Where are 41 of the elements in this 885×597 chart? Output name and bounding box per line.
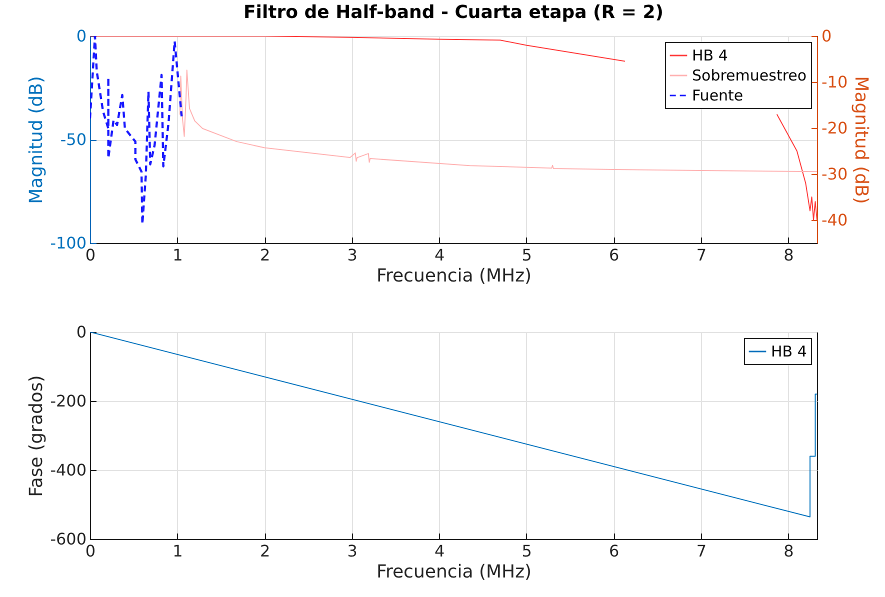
x-tick-label: 3 [347,542,358,560]
y2-tick-label: -40 [822,210,848,230]
x-tick-label: 8 [784,542,794,560]
chart-title: Filtro de Half-band - Cuarta etapa (R = 2) [244,2,664,23]
y2-tick-label: -10 [822,72,848,92]
y-tick-label: -400 [50,460,86,480]
y2-tick-label: 0 [822,26,832,46]
legend-label: HB 4 [771,342,807,360]
y-tick-label: 0 [76,322,86,342]
x-tick-label: 4 [434,246,445,264]
x-tick-label: 7 [696,542,707,560]
line-series [90,36,183,226]
y-axis-title: Fase (grados) [26,375,48,497]
x-tick-label: 6 [609,246,620,264]
y-tick-label: -50 [60,130,86,149]
y-tick-label: -600 [50,530,86,548]
legend-label: HB 4 [692,46,728,64]
y2-tick-label: -30 [822,164,848,184]
x-tick-label: 3 [347,246,358,264]
y-tick-label: -100 [50,234,86,252]
x-tick-label: 5 [522,246,532,264]
x-axis-title: Frecuencia (MHz) [376,562,532,582]
x-tick-label: 6 [609,542,620,560]
x-tick-label: 1 [172,246,183,264]
y-axis-title: Magnitud (dB) [26,76,48,204]
y2-axis-title: Magnitud (dB) [850,76,872,204]
x-tick-label: 5 [522,542,532,560]
x-tick-label: 2 [260,246,270,264]
legend-label: Sobremuestreo [692,66,807,84]
line-series [179,70,817,172]
y2-tick-label: -20 [822,118,848,138]
y-tick-label: -200 [50,392,86,410]
x-tick-label: 7 [696,246,707,264]
x-tick-label: 4 [434,542,445,560]
x-tick-label: 2 [260,542,270,560]
x-tick-label: 8 [784,246,794,264]
x-tick-label: 1 [172,542,183,560]
legend-label: Fuente [692,86,744,104]
y-tick-label: 0 [76,26,86,46]
x-axis-title: Frecuencia (MHz) [376,266,532,286]
line-series [90,332,817,518]
